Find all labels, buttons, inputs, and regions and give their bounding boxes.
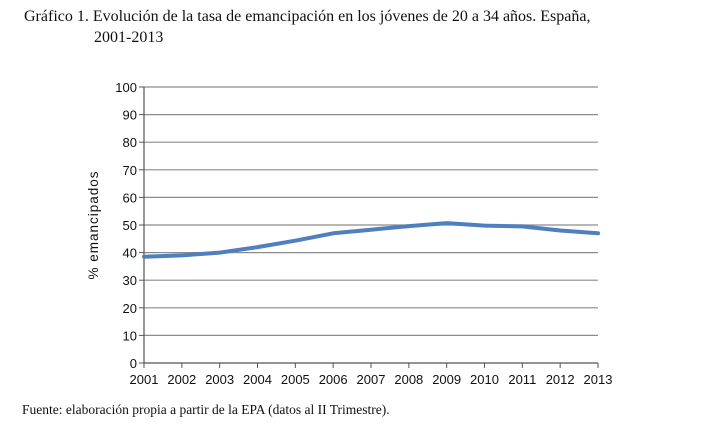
- x-tick-labels: 2001 2002 2003 2004 2005 2006 2007 2008 2009 2010…: [130, 372, 613, 387]
- x-tick-label-2001: 2001: [130, 372, 159, 387]
- series-lines: [142, 221, 600, 259]
- x-tick-label-2005: 2005: [281, 372, 310, 387]
- grid-lines: [144, 86, 598, 336]
- x-tick-label-2006: 2006: [319, 372, 348, 387]
- caption-line-2: 2001-2013: [94, 29, 164, 46]
- y-tick-label-0: 0: [130, 356, 137, 371]
- x-tick-label-2007: 2007: [357, 372, 386, 387]
- series-line-0: [142, 221, 600, 259]
- y-tick-label-30: 30: [123, 273, 137, 288]
- caption-line-1: Gráfico 1. Evolución de la tasa de emanc…: [24, 8, 591, 25]
- y-tick-label-50: 50: [123, 218, 137, 233]
- x-tick-label-2011: 2011: [508, 372, 536, 387]
- x-tick-label-2013: 2013: [584, 372, 613, 387]
- y-tick-label-40: 40: [123, 246, 137, 261]
- x-tick-label-2003: 2003: [205, 372, 234, 387]
- y-tick-label-60: 60: [123, 190, 137, 205]
- x-tick-label-2009: 2009: [432, 372, 461, 387]
- y-tick-label-100: 100: [115, 80, 137, 95]
- x-tick-label-2012: 2012: [546, 372, 575, 387]
- y-tick-label-80: 80: [123, 135, 137, 150]
- chart-caption: Gráfico 1. Evolución de la tasa de emanc…: [24, 6, 724, 48]
- axes: [139, 86, 599, 368]
- y-tick-label-90: 90: [123, 108, 137, 123]
- y-tick-label-20: 20: [123, 301, 137, 316]
- x-tick-label-2002: 2002: [167, 372, 196, 387]
- x-tick-label-2010: 2010: [470, 372, 499, 387]
- y-axis-label: % emancipados: [86, 170, 101, 279]
- x-tick-label-2008: 2008: [394, 372, 423, 387]
- x-tick-label-2004: 2004: [243, 372, 272, 387]
- y-tick-label-70: 70: [123, 163, 137, 178]
- y-tick-labels: 0 10 20 30 40 50 60 70 80 90 100: [115, 80, 137, 371]
- source-note: Fuente: elaboración propia a partir de l…: [22, 402, 390, 417]
- y-tick-label-10: 10: [123, 328, 137, 343]
